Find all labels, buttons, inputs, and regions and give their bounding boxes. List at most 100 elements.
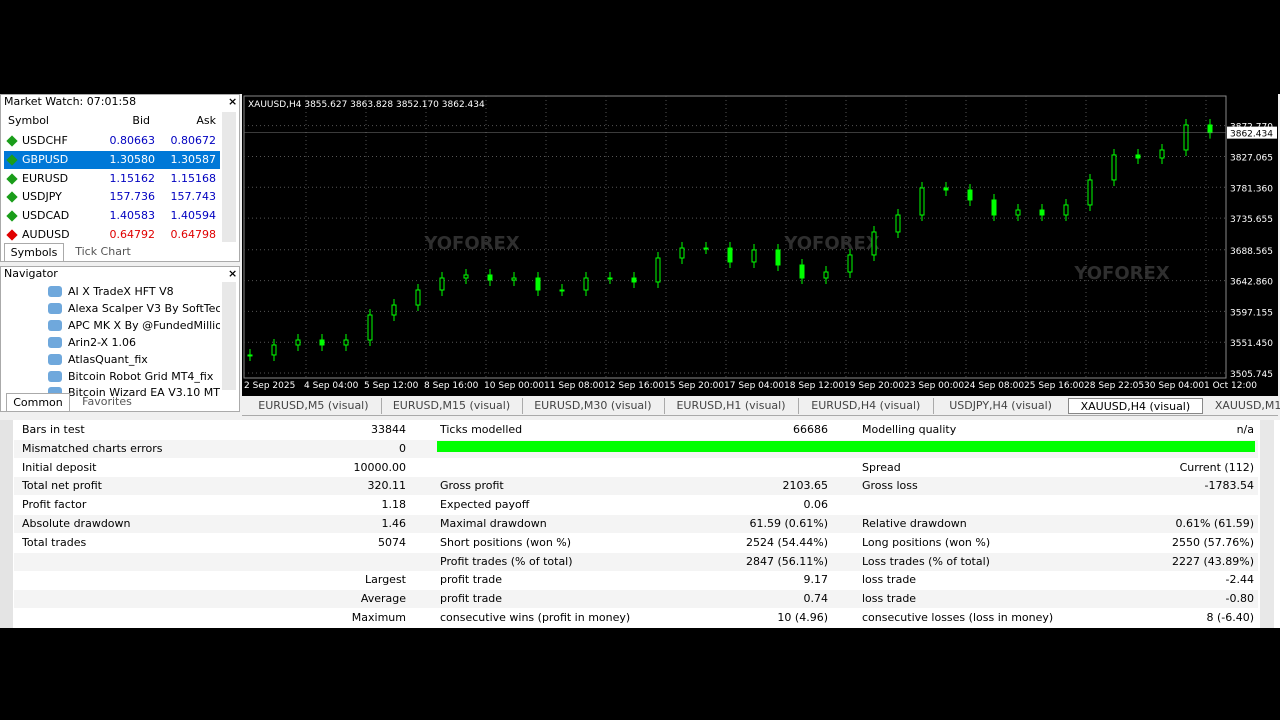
chart-tab[interactable]: XAUUSD,H4 (visual): [1068, 398, 1203, 414]
market-watch-title: Market Watch: 07:01:58: [4, 95, 224, 109]
navigator-item[interactable]: APC MK X By @FundedMillionaire: [68, 317, 220, 334]
x-tick-label: 15 Sep 20:00: [664, 381, 724, 391]
symbol: USDCAD: [22, 207, 72, 225]
x-tick-label: 5 Sep 12:00: [364, 381, 419, 391]
column-header: Ask: [166, 113, 216, 129]
price: 0.80672: [166, 132, 216, 150]
report-label: Maximum: [230, 609, 406, 627]
navigator-item[interactable]: Arin2-X 1.06: [68, 334, 220, 351]
candle-body: [800, 265, 804, 278]
report-value: 8 (-6.40): [1020, 609, 1254, 627]
report-value: 2524 (54.44%): [600, 534, 828, 552]
panel-tab[interactable]: Common: [6, 393, 70, 412]
chart-tab[interactable]: EURUSD,M5 (visual): [246, 398, 382, 414]
candle-body: [272, 345, 276, 355]
candle-body: [440, 278, 444, 290]
candle-body: [920, 188, 924, 215]
navigator-item[interactable]: AI X TradeX HFT V8: [68, 283, 220, 300]
candle-body: [1040, 210, 1044, 215]
report-value: -1783.54: [1020, 477, 1254, 495]
chart-tab[interactable]: USDJPY,H4 (visual): [933, 398, 1069, 414]
candle-body: [392, 305, 396, 315]
x-tick-label: 12 Sep 16:00: [604, 381, 664, 391]
candle-body: [824, 272, 828, 278]
panel-tab[interactable]: Favorites: [72, 393, 142, 410]
report-label: Average: [230, 590, 406, 608]
report-value: -2.44: [1020, 571, 1254, 589]
x-tick-label: 4 Sep 04:00: [304, 381, 359, 391]
navigator-item[interactable]: AtlasQuant_fix: [68, 351, 220, 368]
candle-body: [488, 275, 492, 280]
panel-tab[interactable]: Tick Chart: [66, 243, 140, 260]
report-value: 66686: [600, 421, 828, 439]
x-tick-label: 24 Sep 08:00: [964, 381, 1024, 391]
report-value: 0: [230, 440, 406, 458]
candle-body: [752, 250, 756, 262]
chart-tab[interactable]: XAUUSD,M1 (visual): [1203, 398, 1280, 414]
x-tick-label: 19 Sep 20:00: [844, 381, 904, 391]
x-tick-label: 2 Sep 2025: [244, 381, 295, 391]
candle-body: [1064, 205, 1068, 215]
y-tick-label: 3735.655: [1230, 215, 1273, 225]
candle-body: [656, 258, 660, 282]
candle-body: [1016, 210, 1020, 215]
scrollbar: [1260, 420, 1274, 628]
report-value: 0.74: [600, 590, 828, 608]
candle-body: [848, 255, 852, 272]
chart-tab[interactable]: EURUSD,M30 (visual): [522, 398, 664, 414]
symbol: EURUSD: [22, 170, 72, 188]
watermark: YOFOREX: [1073, 263, 1169, 284]
candle-body: [560, 290, 564, 291]
chart-tab[interactable]: EURUSD,H1 (visual): [664, 398, 800, 414]
chart-tab[interactable]: EURUSD,M15 (visual): [381, 398, 523, 414]
navigator-title: Navigator: [4, 267, 204, 281]
price: 0.64798: [166, 226, 216, 244]
report-value: 2550 (57.76%): [1020, 534, 1254, 552]
x-tick-label: 28 Sep 22:05: [1084, 381, 1144, 391]
report-label: Total net profit: [22, 477, 182, 495]
candle-body: [464, 275, 468, 278]
candle-body: [608, 278, 612, 279]
report-value: 2103.65: [600, 477, 828, 495]
column-header: Bid: [100, 113, 150, 129]
y-tick-label: 3597.155: [1230, 308, 1273, 318]
report-label: Profit factor: [22, 496, 182, 514]
candle-body: [248, 355, 252, 356]
navigator-item[interactable]: Alexa Scalper V3 By SoftTechFX: [68, 300, 220, 317]
watermark: YOFOREX: [423, 233, 519, 254]
chart-tab[interactable]: EURUSD,H4 (visual): [798, 398, 934, 414]
report-value: 9.17: [600, 571, 828, 589]
report-label: Absolute drawdown: [22, 515, 182, 533]
modelling-quality-bar: [437, 441, 1255, 452]
navigator-item[interactable]: Bitcoin Robot Grid MT4_fix: [68, 368, 220, 385]
price: 1.30587: [166, 151, 216, 169]
x-tick-label: 18 Sep 12:00: [784, 381, 844, 391]
report-label: Largest: [230, 571, 406, 589]
price-chart: 3872.7703827.0653781.3603735.6553688.565…: [242, 94, 1278, 396]
close-button[interactable]: ×: [228, 267, 238, 281]
symbol: AUDUSD: [22, 226, 72, 244]
report-value: 1.46: [230, 515, 406, 533]
panel-tab[interactable]: Symbols: [4, 243, 64, 262]
x-tick-label: 1 Oct 12:00: [1204, 381, 1257, 391]
ea-icon: [48, 337, 62, 348]
x-tick-label: 23 Sep 00:00: [904, 381, 964, 391]
candle-body: [368, 315, 372, 340]
price: 0.80663: [105, 132, 155, 150]
close-button[interactable]: ×: [228, 95, 238, 109]
report-label: Bars in test: [22, 421, 182, 439]
candle-body: [992, 200, 996, 215]
price: 0.64792: [105, 226, 155, 244]
report-label: Total trades: [22, 534, 182, 552]
x-tick-label: 25 Sep 16:00: [1024, 381, 1084, 391]
y-tick-label: 3505.745: [1230, 370, 1273, 380]
price: 1.15168: [166, 170, 216, 188]
symbol: GBPUSD: [22, 151, 72, 169]
candle-body: [704, 248, 708, 249]
report-value: 10 (4.96): [600, 609, 828, 627]
price: 1.30580: [105, 151, 155, 169]
candle-body: [680, 248, 684, 258]
symbol: USDCHF: [22, 132, 72, 150]
report-value: Current (112): [1020, 459, 1254, 477]
